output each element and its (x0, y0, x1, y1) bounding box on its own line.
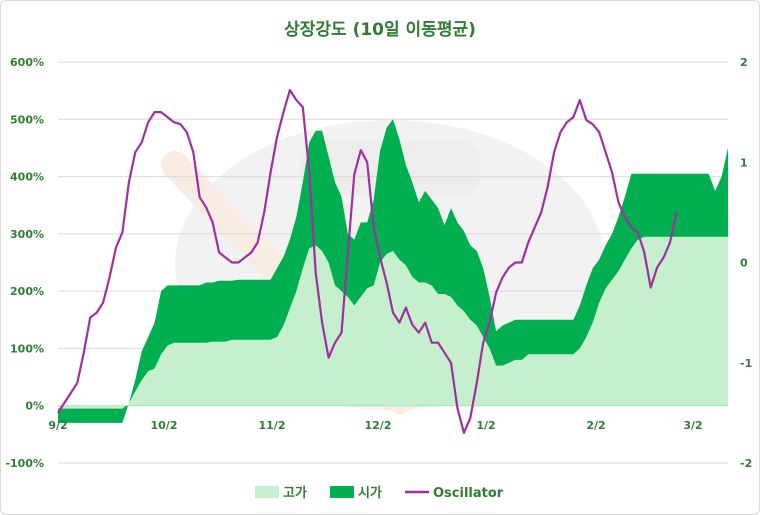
series-area-high (58, 236, 728, 409)
legend-label: 시가 (358, 486, 382, 501)
legend-item: 시가 (330, 486, 382, 501)
plot-area (57, 88, 728, 434)
axis-labels: -100% 0% 100% 200% 300% 400% 500% 600% -2 -1 0 1 2 9/… (5, 56, 752, 470)
legend-item: 고가 (255, 486, 307, 501)
y-right-tick-label: -1 (740, 357, 752, 370)
x-tick-label: 3/2 (683, 419, 702, 432)
y-left-tick-label: 300% (10, 228, 44, 241)
legend-swatch (330, 486, 354, 498)
y-left-tick-label: 400% (10, 171, 44, 184)
series-line-oscillator (57, 88, 678, 434)
x-tick-label: 1/2 (476, 419, 495, 432)
y-right-tick-label: 0 (740, 257, 748, 270)
x-tick-label: 11/2 (259, 419, 286, 432)
legend-label: Oscillator (433, 486, 504, 501)
y-left-tick-label: 0% (25, 400, 44, 413)
y-right-tick-label: -2 (740, 457, 752, 470)
legend-item: Oscillator (405, 486, 504, 501)
x-tick-label: 2/2 (586, 419, 605, 432)
y-left-tick-label: 500% (10, 113, 44, 126)
legend-swatch (255, 486, 279, 498)
y-right-tick-label: 2 (740, 56, 748, 69)
y-left-tick-label: 600% (10, 56, 44, 69)
x-tick-label: 12/2 (365, 419, 392, 432)
x-tick-label: 9/2 (48, 419, 67, 432)
legend: 고가 시가 Oscillator (255, 486, 504, 501)
y-left-tick-label: -100% (5, 457, 44, 470)
y-left-tick-label: 200% (10, 285, 44, 298)
x-tick-label: 10/2 (151, 419, 178, 432)
y-left-tick-label: 100% (10, 342, 44, 355)
chart-title: 상장강도 (10일 이동평균) (284, 20, 476, 40)
y-right-tick-label: 1 (740, 156, 748, 169)
legend-label: 고가 (283, 486, 307, 501)
